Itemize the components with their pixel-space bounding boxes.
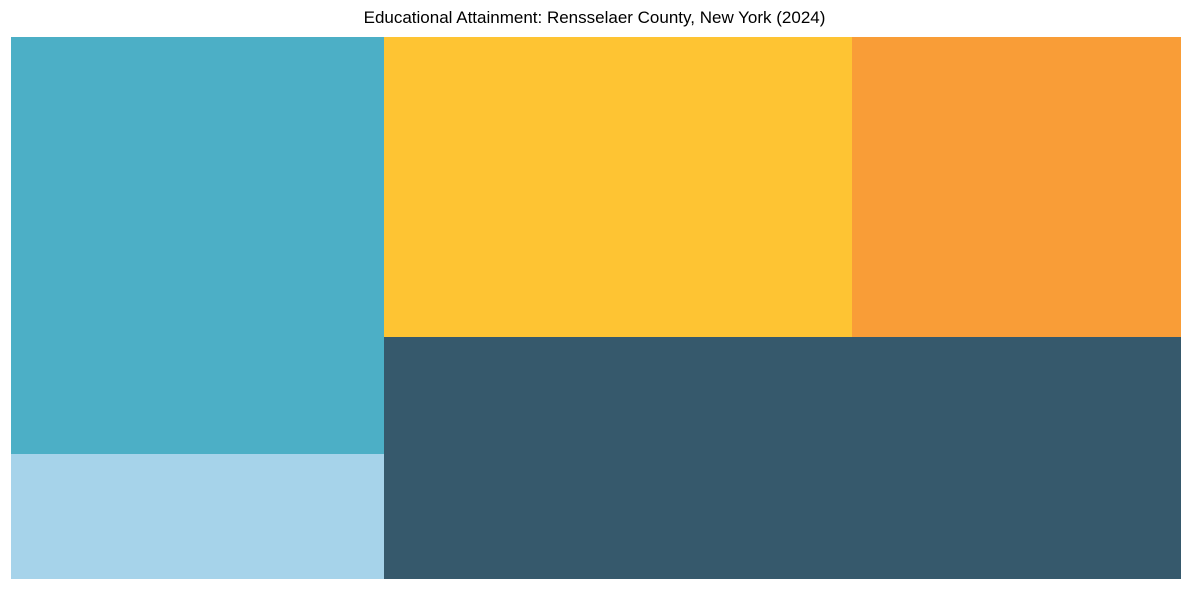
chart-title: Educational Attainment: Rensselaer Count… <box>363 8 826 27</box>
treemap-tile-yellow[interactable] <box>384 37 852 337</box>
treemap-plot-area <box>11 37 1181 579</box>
treemap-tile-orange[interactable] <box>852 37 1181 337</box>
treemap-tile-light-blue[interactable] <box>11 454 384 579</box>
treemap-tile-dark-slate[interactable] <box>384 337 1181 579</box>
treemap-tile-teal[interactable] <box>11 37 384 454</box>
